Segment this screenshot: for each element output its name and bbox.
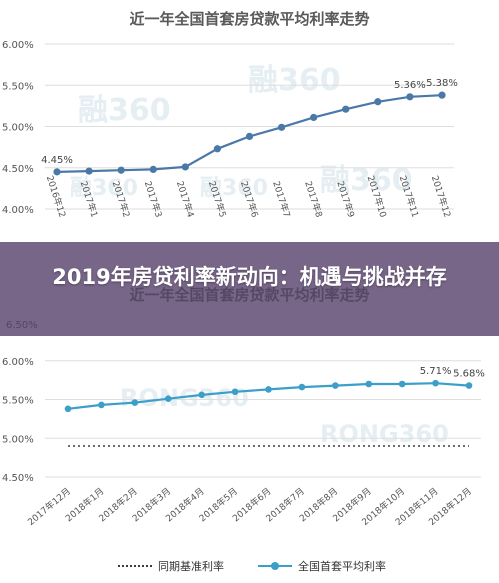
watermark-1: 融360	[248, 63, 341, 98]
data-point	[432, 379, 439, 387]
banner-obscured-y-tick: 6.50%	[6, 320, 38, 331]
y-tick-label: 5.00%	[2, 123, 34, 134]
data-label: 5.36%	[394, 80, 426, 91]
top-chart-panel: 近一年全国首套房贷款平均利率走势 融360 融360 融360 融360 融360 4.0…	[0, 0, 499, 242]
data-point	[465, 382, 473, 389]
data-point	[85, 167, 93, 175]
y-tick-label: 5.50%	[2, 81, 34, 92]
headline-text: 2019年房贷利率新动向：机遇与挑战并存	[52, 265, 447, 289]
y-tick-label: 5.50%	[2, 396, 34, 407]
data-point	[181, 163, 189, 171]
legend-item-average: 全国首套平均利率	[258, 556, 386, 576]
watermark-1: RONG360	[120, 384, 249, 412]
data-point	[265, 386, 272, 393]
legend-label-average: 全国首套平均利率	[298, 560, 386, 573]
headline-banner: 近一年全国首套房贷款平均利率走势 6.50% 2019年房贷利率新动向：机遇与挑…	[0, 242, 499, 336]
data-point	[64, 405, 72, 413]
data-point	[398, 380, 406, 388]
y-tick-label: 5.00%	[2, 434, 34, 445]
data-point	[117, 166, 125, 174]
banner-obscured-chart-title: 近一年全国首套房贷款平均利率走势	[129, 286, 370, 304]
x-tick-label: 2017年12月	[25, 485, 73, 528]
x-tick-label: 2017年3	[142, 179, 165, 219]
data-point	[198, 391, 205, 399]
legend-label-benchmark: 同期基准利率	[158, 560, 224, 573]
bottom-chart-svg: RONG360 RONG360 4.50% 5.00% 5.50% 6.00% 2017年1…	[2, 357, 485, 528]
x-tick-label: 2017年7	[270, 179, 293, 219]
watermark-3: 融360	[70, 176, 138, 201]
top-chart-svg: 融360 融360 融360 融360 融360 4.00% 4.50% 5.00% 5.50%…	[2, 40, 458, 219]
watermark-0: RONG360	[320, 420, 449, 448]
data-point	[277, 123, 286, 131]
data-point	[149, 165, 157, 173]
data-point	[342, 105, 350, 113]
y-tick-label: 4.50%	[2, 164, 34, 175]
watermark-0: 融360	[78, 93, 171, 128]
data-point	[365, 380, 373, 388]
y-tick-label: 4.50%	[2, 473, 34, 484]
y-tick-label: 6.00%	[2, 40, 34, 51]
data-point	[332, 382, 339, 389]
data-point	[406, 93, 414, 101]
data-point	[98, 401, 105, 409]
data-point	[231, 388, 239, 396]
watermark-4: 融360	[200, 176, 268, 201]
data-point	[438, 91, 446, 99]
data-point	[310, 113, 318, 122]
x-tick-label: 2016年12	[44, 174, 69, 219]
legend-dotted-line-icon	[118, 561, 152, 571]
top-chart-title: 近一年全国首套房贷款平均利率走势	[129, 10, 370, 28]
legend-item-benchmark: 同期基准利率	[118, 556, 224, 576]
data-point	[53, 168, 61, 176]
data-point	[245, 132, 254, 140]
y-tick-label: 4.00%	[2, 205, 34, 216]
data-point	[131, 399, 139, 406]
y-tick-label: 6.00%	[2, 357, 34, 368]
bottom-chart-panel: RONG360 RONG360 4.50% 5.00% 5.50% 6.00% 2017年1…	[0, 336, 499, 583]
data-point	[164, 395, 172, 403]
data-label: 5.68%	[453, 369, 485, 380]
data-point	[298, 383, 306, 391]
bottom-chart-legend: 同期基准利率 全国首套平均利率	[0, 556, 499, 576]
legend-line-dot-icon	[258, 561, 292, 571]
data-point	[213, 145, 222, 153]
watermark-2: 融360	[320, 163, 413, 198]
data-label: 4.45%	[41, 155, 73, 166]
data-label: 5.71%	[420, 366, 452, 377]
data-point	[374, 98, 382, 106]
data-label: 5.38%	[426, 78, 458, 89]
x-tick-label: 2017年4	[174, 179, 197, 219]
x-tick-label: 2017年12	[429, 174, 454, 219]
